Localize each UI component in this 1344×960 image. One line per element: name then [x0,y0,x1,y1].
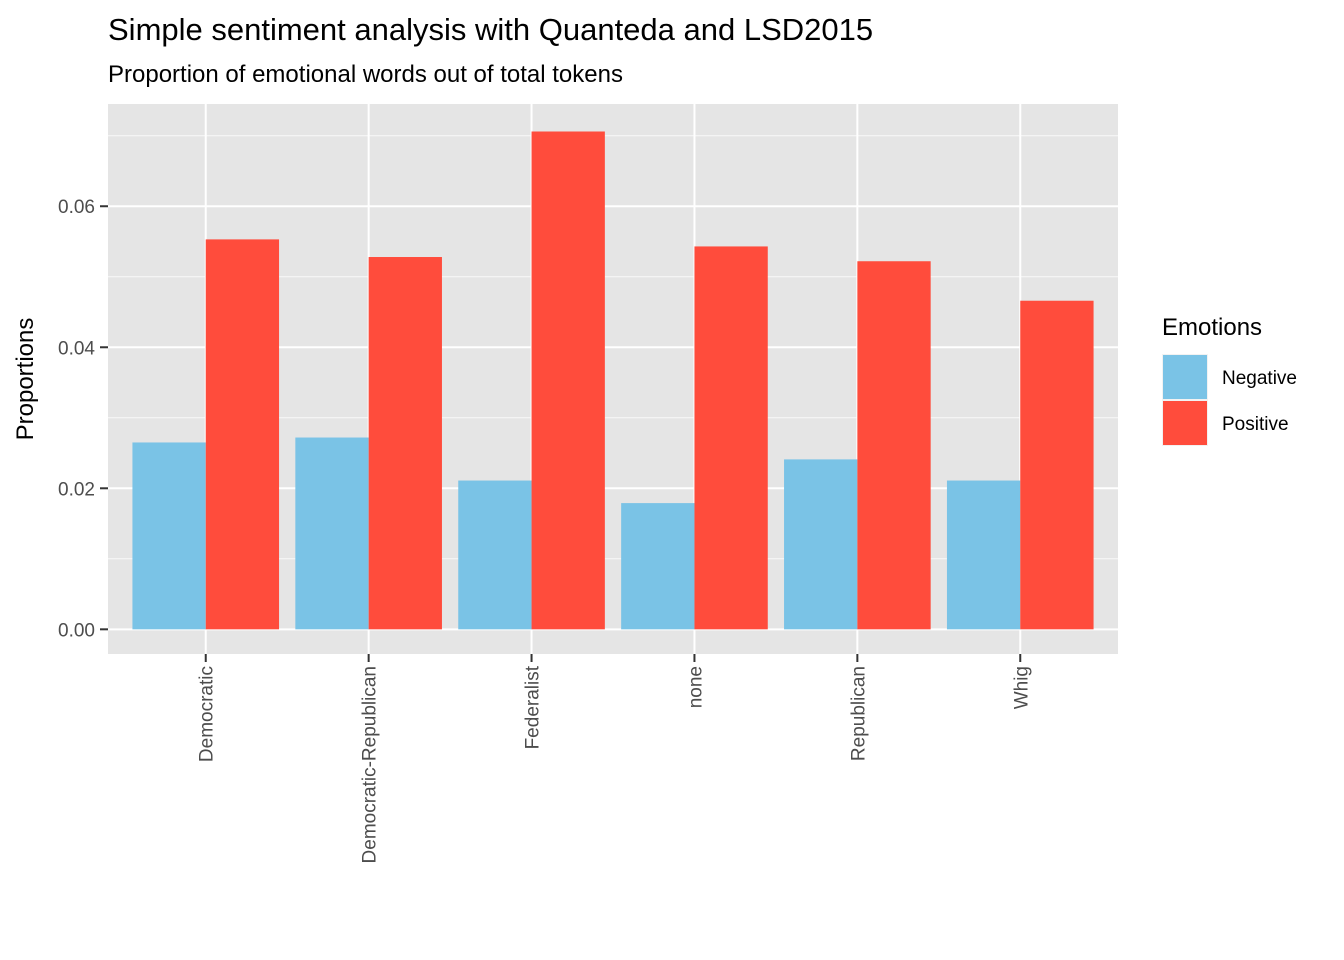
bar-negative-whig [946,480,1021,630]
bar-positive-democratic-republican [368,257,442,630]
x-tick-label: Whig [1011,666,1032,709]
legend-label-positive: Positive [1222,414,1289,435]
legend-swatch-negative [1163,355,1207,399]
bar-negative-democratic-republican [295,437,369,630]
bar-positive-whig [1020,300,1094,630]
bar-negative-none [621,503,695,630]
x-tick-label: Democratic-Republican [360,666,381,863]
bar-positive-none [694,246,768,630]
legend-items: Negative Positive [1162,354,1297,446]
y-tick-label: 0.02 [58,479,95,500]
x-tick-label: Federalist [523,665,544,749]
x-tick-label: none [685,666,706,708]
y-tick-label: 0.04 [58,338,95,359]
bar-positive-republican [857,261,931,630]
legend: Emotions Negative Positive [1162,314,1297,446]
y-tick-label: 0.00 [58,620,95,641]
chart-subtitle: Proportion of emotional words out of tot… [108,61,623,88]
y-axis: 0.00 0.02 0.04 0.06 [58,197,108,641]
x-tick-label: Republican [848,666,869,761]
bar-positive-federalist [531,131,605,630]
bar-negative-republican [784,459,858,630]
chart-title: Simple sentiment analysis with Quanteda … [108,12,873,47]
x-tick-label: Democratic [197,666,218,762]
y-tick-label: 0.06 [58,197,95,218]
bar-positive-democratic [205,239,280,630]
legend-title: Emotions [1162,314,1262,341]
legend-label-negative: Negative [1222,368,1297,389]
bars-group [132,131,1094,630]
bar-negative-democratic [132,442,206,630]
legend-swatch-positive [1163,401,1207,445]
y-axis-title: Proportions [12,318,39,441]
x-axis: Democratic Democratic-Republican Federalis… [197,654,1032,863]
bar-negative-federalist [458,480,532,630]
